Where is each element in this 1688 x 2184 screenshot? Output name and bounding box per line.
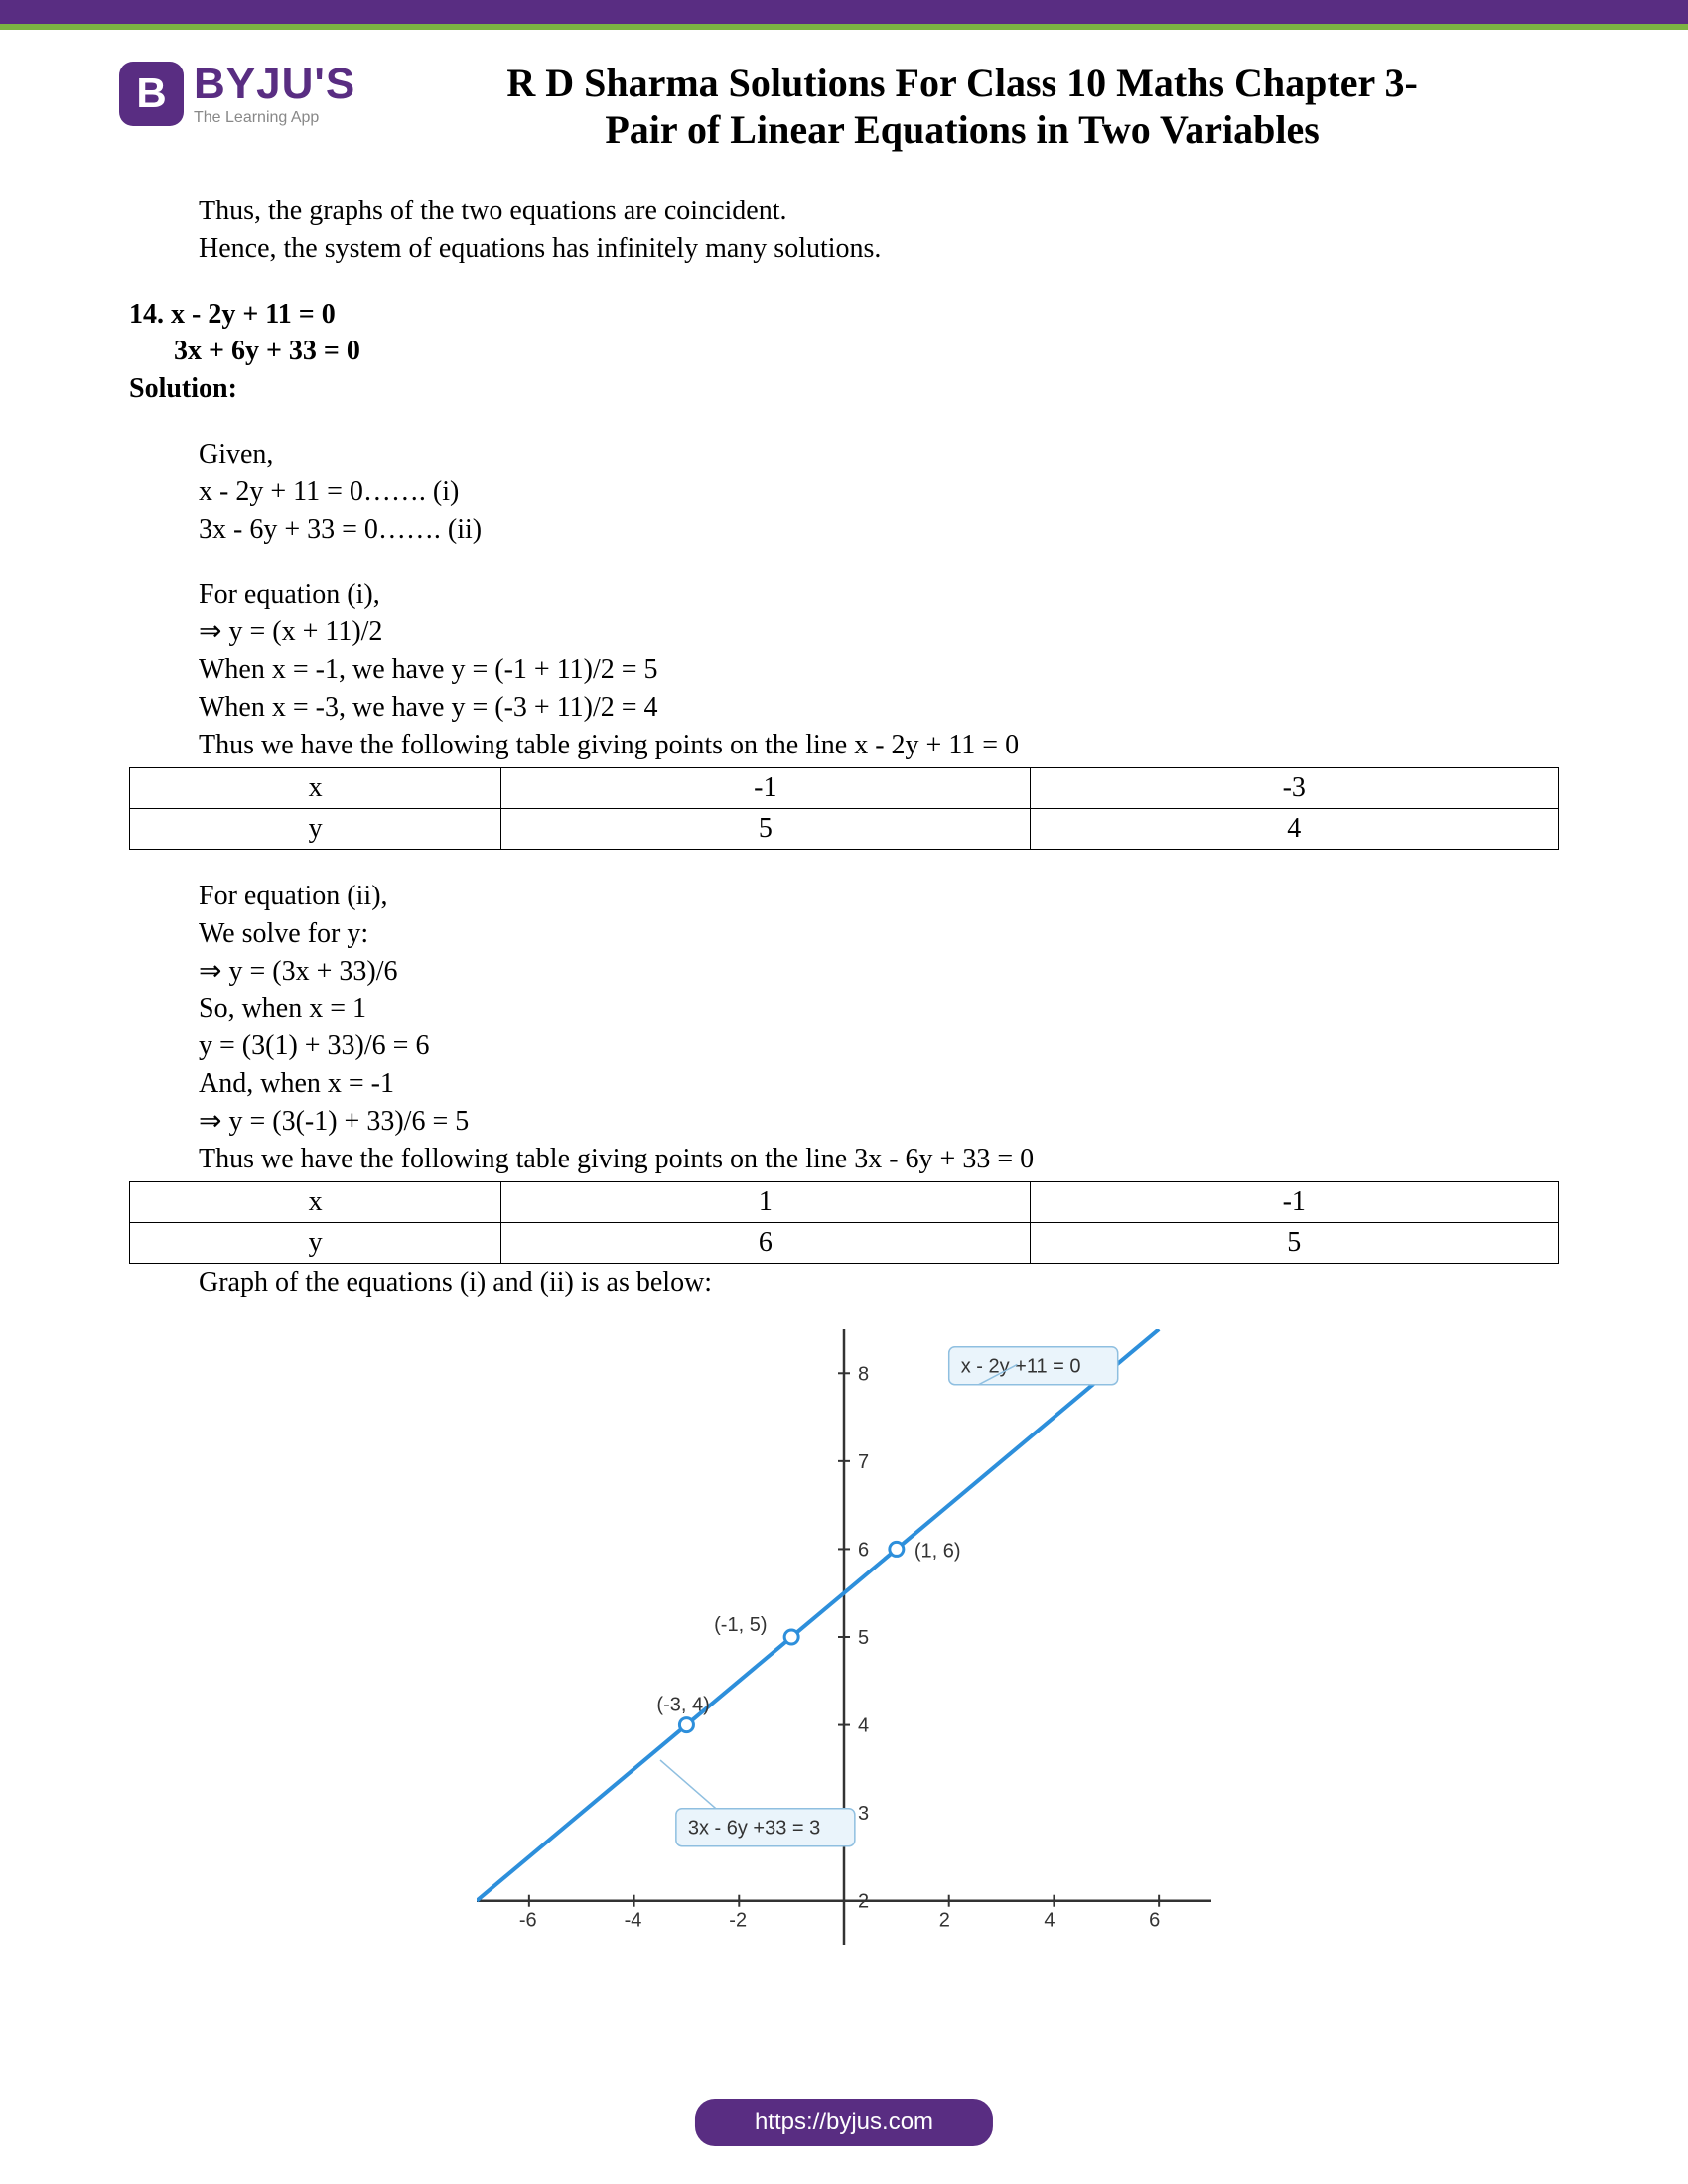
title-line-1: R D Sharma Solutions For Class 10 Maths … bbox=[506, 61, 1417, 105]
t2-r1c1: x bbox=[130, 1182, 501, 1223]
svg-text:7: 7 bbox=[858, 1451, 869, 1473]
logo-badge-icon: B bbox=[119, 62, 184, 126]
svg-text:(1, 6): (1, 6) bbox=[914, 1540, 961, 1562]
table-row: y 5 4 bbox=[130, 809, 1559, 850]
top-bar bbox=[0, 0, 1688, 30]
intro-line-1: Thus, the graphs of the two equations ar… bbox=[199, 193, 1559, 230]
for-eq2: For equation (ii), bbox=[199, 878, 1559, 915]
derivation-2: ⇒ y = (3x + 33)/6 bbox=[199, 953, 1559, 991]
t1-r1c2: -1 bbox=[501, 768, 1030, 809]
svg-text:-6: -6 bbox=[519, 1909, 537, 1931]
page-title: R D Sharma Solutions For Class 10 Maths … bbox=[355, 60, 1569, 153]
question-14-eq1: 14. x - 2y + 11 = 0 bbox=[129, 296, 1559, 334]
given-label: Given, bbox=[199, 436, 1559, 474]
svg-text:6: 6 bbox=[858, 1539, 869, 1561]
t1-r2c1: y bbox=[130, 809, 501, 850]
t1-r2c3: 4 bbox=[1030, 809, 1558, 850]
equation-ii: 3x - 6y + 33 = 0……. (ii) bbox=[199, 511, 1559, 549]
svg-text:(-1, 5): (-1, 5) bbox=[714, 1614, 767, 1636]
page-header: B BYJU'S The Learning App R D Sharma Sol… bbox=[0, 30, 1688, 173]
graph-caption: Graph of the equations (i) and (ii) is a… bbox=[129, 1264, 1559, 1301]
svg-text:5: 5 bbox=[858, 1627, 869, 1649]
t2-r2c3: 5 bbox=[1030, 1223, 1558, 1264]
svg-text:x - 2y +11 = 0: x - 2y +11 = 0 bbox=[961, 1355, 1081, 1377]
svg-text:2: 2 bbox=[939, 1909, 950, 1931]
t2-r2c1: y bbox=[130, 1223, 501, 1264]
logo-main-text: BYJU'S bbox=[194, 60, 355, 109]
svg-text:6: 6 bbox=[1149, 1909, 1160, 1931]
t2-r1c3: -1 bbox=[1030, 1182, 1558, 1223]
title-line-2: Pair of Linear Equations in Two Variable… bbox=[605, 107, 1319, 152]
table1-caption: Thus we have the following table giving … bbox=[199, 727, 1559, 764]
table2-caption: Thus we have the following table giving … bbox=[199, 1141, 1559, 1178]
footer-url: https://byjus.com bbox=[695, 2099, 993, 2146]
and-x-neg1: And, when x = -1 bbox=[199, 1065, 1559, 1103]
svg-text:(-3, 4): (-3, 4) bbox=[656, 1694, 709, 1715]
t2-r1c2: 1 bbox=[501, 1182, 1030, 1223]
graph-svg: 2 3 4 5 6 7 8 -6 -4 -2 2 4 6 (-3, 4) (-1, 5) (1, 6) x - … bbox=[477, 1329, 1211, 1945]
t1-r1c3: -3 bbox=[1030, 768, 1558, 809]
svg-text:3: 3 bbox=[858, 1803, 869, 1825]
svg-text:-2: -2 bbox=[729, 1909, 747, 1931]
content-body: Thus, the graphs of the two equations ar… bbox=[0, 173, 1688, 1984]
y-calc-2: ⇒ y = (3(-1) + 33)/6 = 5 bbox=[199, 1103, 1559, 1141]
svg-text:-4: -4 bbox=[625, 1909, 642, 1931]
t1-r1c1: x bbox=[130, 768, 501, 809]
equation-i: x - 2y + 11 = 0……. (i) bbox=[199, 474, 1559, 511]
svg-text:4: 4 bbox=[858, 1714, 869, 1736]
table-row: x -1 -3 bbox=[130, 768, 1559, 809]
solution-heading: Solution: bbox=[129, 370, 1559, 408]
for-eq1: For equation (i), bbox=[199, 576, 1559, 614]
intro-line-2: Hence, the system of equations has infin… bbox=[199, 230, 1559, 268]
svg-text:4: 4 bbox=[1044, 1909, 1055, 1931]
y-calc-1: y = (3(1) + 33)/6 = 6 bbox=[199, 1027, 1559, 1065]
svg-text:8: 8 bbox=[858, 1363, 869, 1385]
svg-text:2: 2 bbox=[858, 1890, 869, 1912]
table-row: x 1 -1 bbox=[130, 1182, 1559, 1223]
svg-text:3x - 6y +33 = 3: 3x - 6y +33 = 3 bbox=[688, 1817, 820, 1839]
so-x-1: So, when x = 1 bbox=[199, 990, 1559, 1027]
t2-r2c2: 6 bbox=[501, 1223, 1030, 1264]
logo-sub-text: The Learning App bbox=[194, 109, 355, 127]
table-row: y 6 5 bbox=[130, 1223, 1559, 1264]
table-2: x 1 -1 y 6 5 bbox=[129, 1181, 1559, 1264]
table-1: x -1 -3 y 5 4 bbox=[129, 767, 1559, 850]
when-x-neg1: When x = -1, we have y = (-1 + 11)/2 = 5 bbox=[199, 651, 1559, 689]
derivation-1: ⇒ y = (x + 11)/2 bbox=[199, 614, 1559, 651]
logo: B BYJU'S The Learning App bbox=[119, 60, 355, 127]
when-x-neg3: When x = -3, we have y = (-3 + 11)/2 = 4 bbox=[199, 689, 1559, 727]
t1-r2c2: 5 bbox=[501, 809, 1030, 850]
solve-for-y: We solve for y: bbox=[199, 915, 1559, 953]
question-14-eq2: 3x + 6y + 33 = 0 bbox=[129, 333, 1559, 370]
